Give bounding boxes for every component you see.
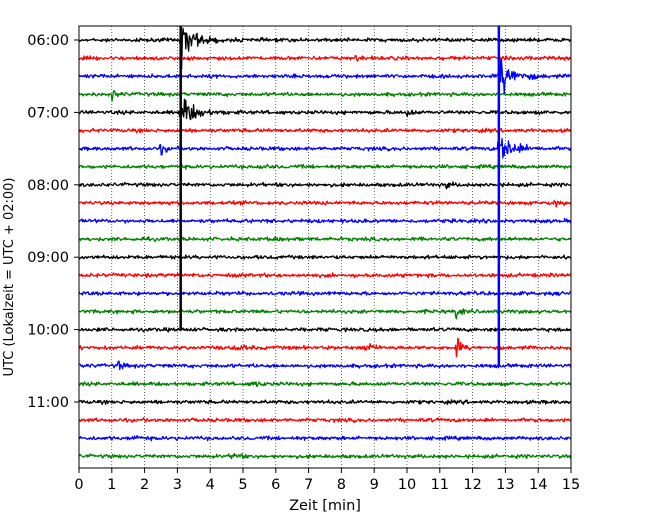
- x-tick-label: 2: [140, 477, 149, 493]
- plot-frame: [78, 25, 572, 469]
- y-tick-label: 07:00: [27, 105, 69, 121]
- trace-10: [78, 217, 572, 224]
- trace-5: [78, 127, 572, 134]
- y-tick-label: 08:00: [27, 178, 69, 194]
- x-axis-ticks: 0 1 2 3 4 5 6 7 8 9 10 11 12 13 14 15: [74, 468, 580, 493]
- y-tick-label: 11:00: [27, 395, 69, 411]
- trace-23: [78, 452, 572, 460]
- y-axis-ticks: 06:00 07:00 08:00 09:00 10:00 11:00: [27, 33, 79, 411]
- trace-18: [78, 360, 572, 371]
- x-tick-label: 7: [304, 477, 313, 493]
- x-tick-label: 12: [463, 477, 481, 493]
- y-tick-label: 09:00: [27, 250, 69, 266]
- y-axis-label: UTC (Lokalzeit = UTC + 02:00): [2, 178, 17, 377]
- trace-4: [78, 98, 572, 124]
- trace-11: [78, 235, 572, 242]
- x-tick-label: 4: [206, 477, 215, 493]
- trace-2: [78, 58, 572, 95]
- trace-17: [78, 337, 572, 358]
- x-tick-label: 8: [337, 477, 346, 493]
- x-tick-label: 3: [173, 477, 182, 493]
- x-tick-label: 14: [529, 477, 547, 493]
- trace-8: [78, 181, 572, 190]
- trace-14: [78, 290, 572, 297]
- y-tick-label: 06:00: [27, 33, 69, 49]
- trace-3: [78, 90, 572, 102]
- trace-12: [78, 254, 572, 260]
- trace-9: [78, 200, 572, 208]
- trace-0: [78, 27, 572, 70]
- trace-20: [78, 399, 572, 405]
- trace-7: [78, 163, 572, 170]
- x-tick-label: 13: [496, 477, 514, 493]
- y-tick-label: 10:00: [27, 323, 69, 339]
- x-tick-label: 15: [562, 477, 580, 493]
- trace-21: [78, 417, 572, 423]
- trace-1: [78, 54, 572, 62]
- trace-6: [78, 137, 572, 159]
- clipped-spikes: [179, 26, 501, 366]
- x-tick-label: 6: [271, 477, 280, 493]
- trace-13: [78, 272, 572, 279]
- x-tick-label: 0: [74, 477, 83, 493]
- seismic-traces: [78, 27, 572, 460]
- x-tick-label: 9: [370, 477, 379, 493]
- trace-16: [78, 326, 572, 333]
- x-tick-label: 11: [431, 477, 449, 493]
- x-tick-label: 5: [238, 477, 247, 493]
- trace-22: [78, 435, 572, 442]
- trace-15: [78, 308, 572, 320]
- x-tick-label: 1: [107, 477, 116, 493]
- x-tick-label: 10: [398, 477, 416, 493]
- trace-19: [78, 381, 572, 388]
- x-axis-label: Zeit [min]: [289, 498, 361, 514]
